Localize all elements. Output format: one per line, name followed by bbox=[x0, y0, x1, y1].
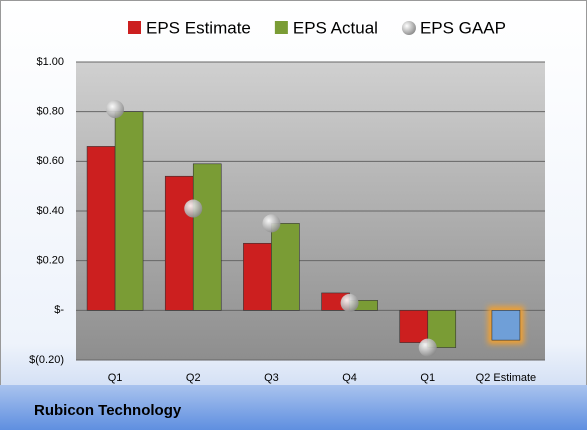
y-tick-label: $1.00 bbox=[36, 56, 64, 68]
bar bbox=[164, 175, 194, 311]
bar bbox=[491, 310, 521, 341]
bar bbox=[86, 146, 116, 311]
y-tick-label: $- bbox=[54, 304, 64, 316]
gaap-marker bbox=[262, 214, 281, 233]
legend-marker bbox=[401, 21, 416, 35]
x-tick-label: Q2 bbox=[186, 372, 201, 384]
bar bbox=[192, 163, 222, 311]
gaap-marker bbox=[340, 293, 359, 312]
legend-label: EPS GAAP bbox=[420, 18, 506, 37]
bar bbox=[114, 111, 144, 311]
legend-marker bbox=[128, 21, 141, 34]
legend-label: EPS Estimate bbox=[146, 18, 251, 37]
legend-marker bbox=[274, 21, 288, 34]
y-tick-label: $0.80 bbox=[36, 106, 64, 118]
footer-band bbox=[0, 385, 587, 430]
gaap-marker bbox=[184, 199, 203, 218]
bar bbox=[271, 223, 300, 311]
bar bbox=[399, 310, 429, 343]
y-tick-label: $0.20 bbox=[36, 255, 64, 267]
legend: EPS Estimate EPS Actual EPS GAAP bbox=[128, 18, 506, 37]
y-tick-label: $0.60 bbox=[36, 155, 64, 167]
x-tick-label: Q1 bbox=[108, 372, 123, 384]
gaap-marker bbox=[418, 338, 437, 357]
x-tick-label: Q4 bbox=[342, 372, 357, 384]
legend-label: EPS Actual bbox=[293, 18, 378, 37]
y-tick-label: $0.40 bbox=[36, 205, 64, 217]
x-tick-label: Q1 bbox=[420, 372, 435, 384]
company-name: Rubicon Technology bbox=[34, 402, 182, 419]
y-tick-label: $(0.20) bbox=[29, 354, 64, 366]
x-tick-label: Q3 bbox=[264, 372, 279, 384]
gaap-marker bbox=[106, 100, 125, 119]
bar bbox=[243, 242, 272, 311]
x-tick-label: Q2 Estimate bbox=[476, 372, 537, 384]
